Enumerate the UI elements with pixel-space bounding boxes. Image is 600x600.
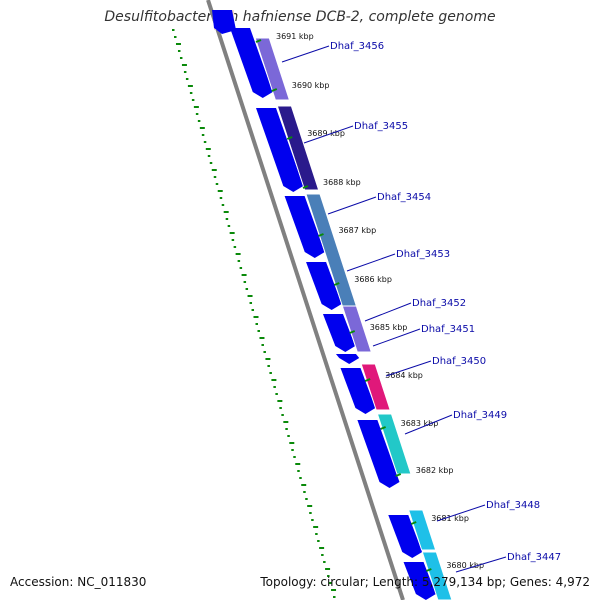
kbp-label: 3685 kbp: [370, 323, 408, 332]
kbp-label: 3687 kbp: [338, 226, 376, 235]
gene-tile[interactable]: [341, 305, 372, 353]
gene-tile[interactable]: [254, 37, 291, 101]
label-leader: [436, 504, 486, 522]
accession-text: Accession: NC_011830: [10, 575, 147, 589]
kbp-label: 3684 kbp: [385, 371, 423, 380]
kbp-scale: 3691 kbp 3690 kbp 3689 kbp 3688 kbp 3687 kbp…: [255, 32, 484, 572]
label-leader: [327, 196, 377, 215]
gene-label[interactable]: Dhaf_3451: [421, 324, 475, 335]
cds-arrow[interactable]: [230, 28, 273, 98]
gc-skew-track: [172, 29, 337, 598]
kbp-tick: [271, 88, 278, 92]
map-title: Desulfitobacterium hafniense DCB-2, comp…: [104, 9, 496, 25]
cds-arrow[interactable]: [322, 314, 356, 352]
gene-label[interactable]: Dhaf_3453: [396, 249, 450, 260]
gene-label[interactable]: Dhaf_3447: [507, 552, 561, 563]
label-leader: [281, 45, 330, 63]
gene-label[interactable]: Dhaf_3452: [412, 298, 466, 309]
topology-text: Topology: circular; Length: 5,279,134 bp…: [260, 575, 590, 589]
kbp-tick: [302, 185, 309, 189]
kbp-tick: [349, 330, 356, 334]
cds-arrow[interactable]: [388, 515, 423, 558]
gene-tile[interactable]: [276, 105, 320, 191]
cds-arrow[interactable]: [284, 196, 325, 258]
gene-label[interactable]: Dhaf_3454: [377, 192, 431, 203]
gene-label[interactable]: Dhaf_3455: [354, 121, 408, 132]
gene-tile[interactable]: [407, 509, 437, 551]
kbp-tick: [425, 568, 432, 572]
label-leader: [404, 414, 453, 435]
cds-arrow[interactable]: [335, 354, 360, 364]
gene-label[interactable]: Dhaf_3449: [453, 410, 507, 421]
label-leader: [455, 556, 507, 573]
cds-arrow[interactable]: [212, 10, 236, 34]
cds-arrow[interactable]: [403, 562, 436, 600]
gene-label[interactable]: Dhaf_3448: [486, 500, 540, 511]
kbp-tick: [410, 521, 417, 525]
cds-arrow[interactable]: [357, 420, 400, 488]
gene-tile[interactable]: [376, 413, 412, 475]
kbp-label: 3680 kbp: [446, 561, 484, 570]
kbp-label: 3688 kbp: [323, 178, 361, 187]
kbp-label: 3681 kbp: [431, 514, 469, 523]
kbp-label: 3682 kbp: [416, 466, 454, 475]
kbp-tick: [395, 473, 402, 477]
gene-labels: Dhaf_3456 Dhaf_3455 Dhaf_3454 Dhaf_3453 Dhaf…: [281, 41, 561, 573]
gene-label[interactable]: Dhaf_3456: [330, 41, 384, 52]
kbp-label: 3683 kbp: [401, 419, 439, 428]
label-leader: [303, 125, 354, 144]
kbp-tick: [255, 39, 262, 43]
label-leader: [385, 360, 432, 377]
kbp-tick: [333, 282, 340, 286]
kbp-tick: [286, 136, 293, 140]
gene-tile[interactable]: [360, 363, 391, 411]
kbp-tick: [380, 426, 386, 430]
cds-arrow[interactable]: [306, 262, 342, 310]
kbp-label: 3690 kbp: [292, 81, 330, 90]
gene-label[interactable]: Dhaf_3450: [432, 356, 486, 367]
label-leader: [346, 253, 396, 272]
feature-tiles: [212, 10, 453, 600]
kbp-label: 3691 kbp: [276, 32, 314, 41]
gene-tile[interactable]: [421, 551, 453, 600]
kbp-label: 3686 kbp: [354, 275, 392, 284]
label-leader: [364, 302, 412, 322]
cds-arrow[interactable]: [340, 368, 376, 414]
label-leader: [372, 328, 421, 347]
genome-backbone: [206, 0, 405, 600]
kbp-label: 3689 kbp: [307, 129, 345, 138]
kbp-tick: [364, 378, 371, 382]
kbp-tick: [318, 233, 324, 237]
cds-arrow[interactable]: [256, 108, 304, 192]
